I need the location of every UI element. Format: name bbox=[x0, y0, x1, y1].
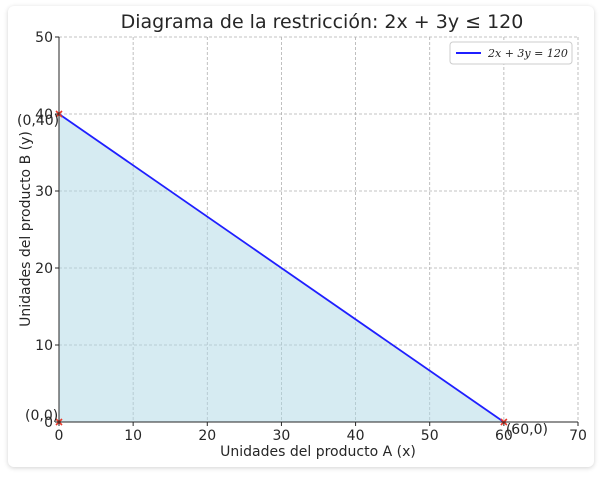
legend: 2x + 3y = 120 bbox=[449, 41, 573, 65]
x-axis-label: Unidades del producto A (x) bbox=[220, 444, 416, 460]
y-tick-label: 30 bbox=[35, 184, 53, 200]
x-tick-label: 20 bbox=[198, 428, 216, 444]
y-tick-label: 50 bbox=[35, 30, 53, 46]
y-tick-label: 20 bbox=[35, 261, 53, 277]
x-tick-label: 30 bbox=[273, 428, 291, 444]
x-tick-label: 0 bbox=[55, 428, 64, 444]
x-tick-label: 40 bbox=[347, 428, 365, 444]
legend-frame bbox=[449, 41, 573, 65]
y-axis-label: Unidades del producto B (y) bbox=[18, 131, 34, 327]
constraint-line bbox=[58, 113, 505, 423]
legend-label: 2x + 3y = 120 bbox=[487, 47, 568, 60]
point-label: (0,40) bbox=[17, 113, 59, 129]
axes bbox=[58, 37, 578, 423]
tick-labels: 0 10 20 30 40 50 60 70 0 10 20 30 40 50 bbox=[35, 30, 587, 444]
point-label: (0,0) bbox=[25, 408, 58, 424]
x-tick-label: 60 bbox=[495, 428, 513, 444]
x-tick-label: 10 bbox=[124, 428, 142, 444]
series-layer bbox=[58, 113, 505, 423]
y-tick-label: 10 bbox=[35, 338, 53, 354]
x-tick-label: 50 bbox=[421, 428, 439, 444]
y-tick-label: 40 bbox=[35, 107, 53, 123]
y-tick-label: 0 bbox=[44, 415, 53, 431]
x-tick-label: 70 bbox=[569, 428, 587, 444]
point-label: (60,0) bbox=[506, 422, 548, 438]
chart-title: Diagrama de la restricción: 2x + 3y ≤ 12… bbox=[121, 11, 524, 33]
